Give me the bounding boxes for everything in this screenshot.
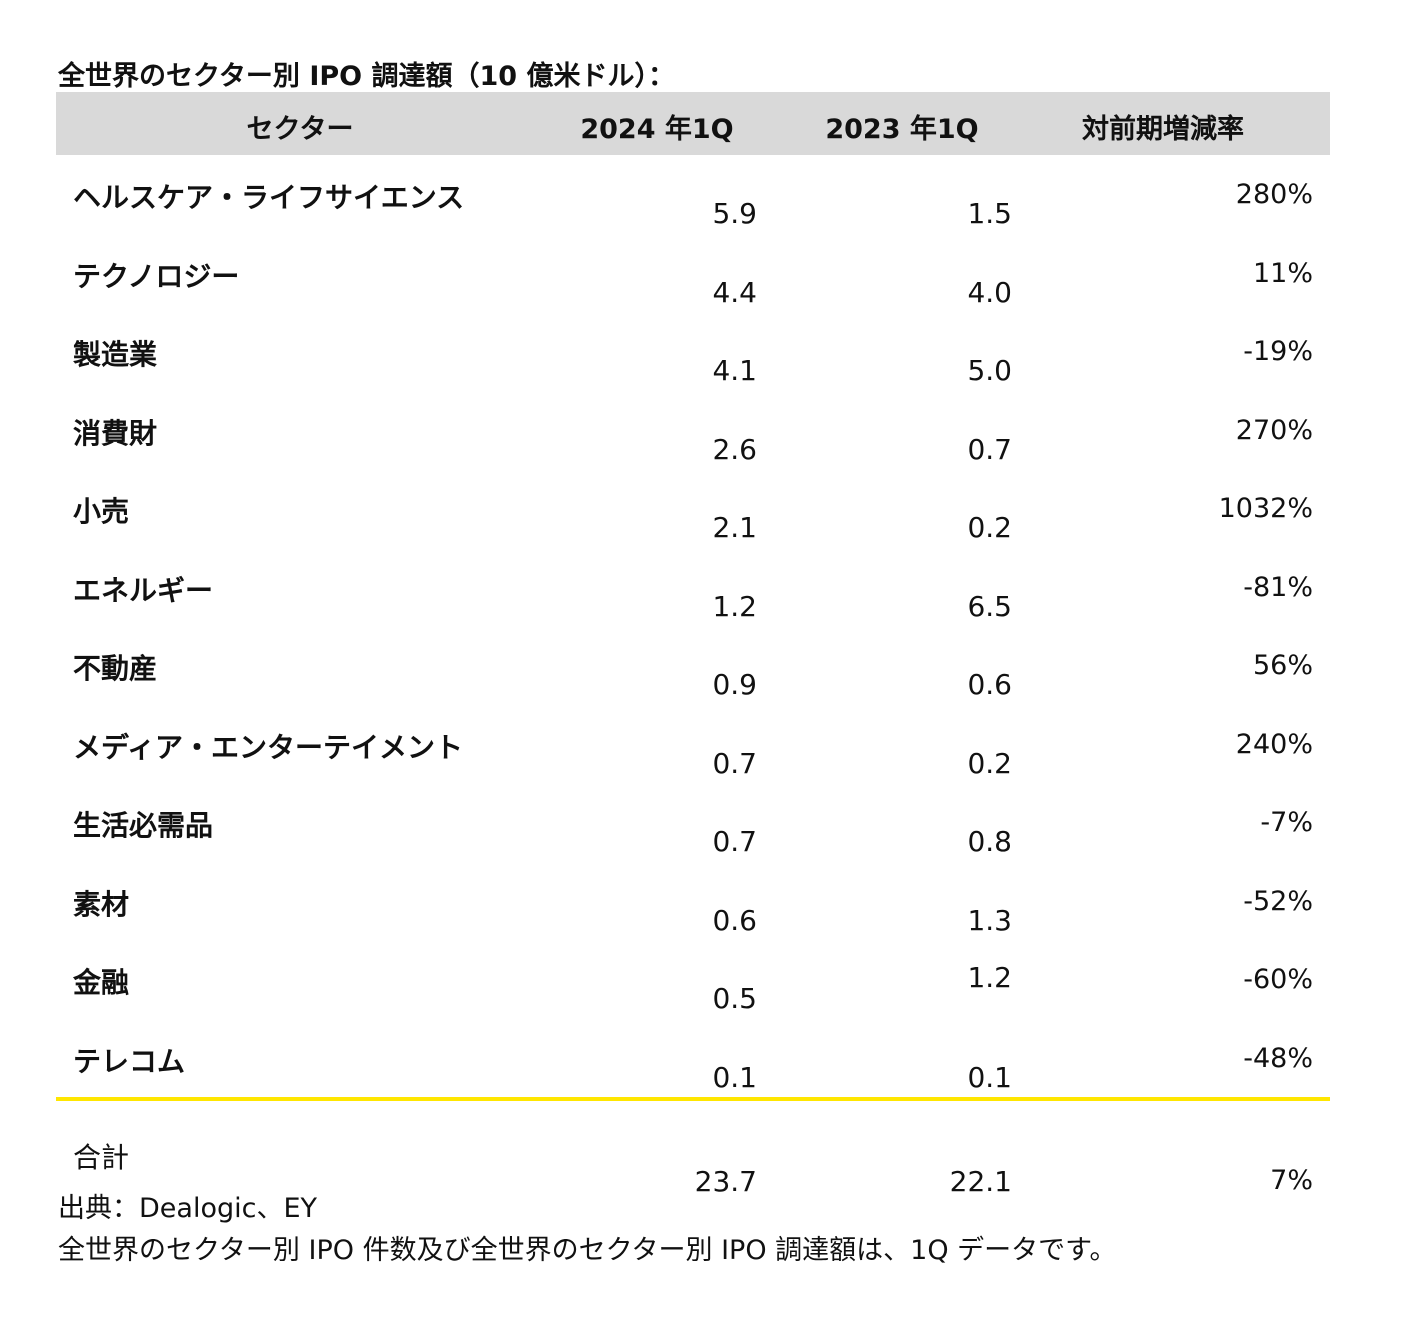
table-row: 製造業 4.1 5.0 -19% [56, 317, 1330, 395]
value-2023: 0.2 [967, 746, 1012, 780]
value-2024: 0.7 [712, 746, 757, 780]
change-rate: 56% [1252, 650, 1313, 681]
value-2024: 0.7 [712, 825, 757, 858]
change-rate: -81% [1243, 571, 1313, 603]
table-row: ヘルスケア・ライフサイエンス 5.9 1.5 280% [56, 160, 1330, 238]
value-2024: 5.9 [712, 197, 757, 230]
sector-label: 消費財 [73, 416, 158, 450]
table-row: 金融 0.5 1.2 -60% [56, 945, 1330, 1023]
change-rate: -19% [1243, 336, 1313, 367]
sector-label: 製造業 [73, 338, 158, 371]
change-rate: -60% [1243, 964, 1313, 995]
sector-label: 小売 [73, 495, 130, 528]
header-2023: 2023 年1Q [825, 114, 979, 145]
total-change: 7% [1270, 1165, 1313, 1196]
change-rate: 1032% [1218, 493, 1313, 524]
sector-label: ヘルスケア・ライフサイエンス [73, 181, 465, 214]
total-row: 合計 23.7 22.1 7% [56, 1120, 1330, 1198]
sector-label: メディア・エンターテイメント [73, 730, 464, 764]
sector-label: エネルギー [73, 573, 214, 607]
table-row: テレコム 0.1 0.1 -48% [56, 1024, 1330, 1102]
value-2024: 4.1 [712, 354, 757, 387]
value-2023: 6.5 [967, 589, 1012, 623]
total-2024: 23.7 [694, 1165, 757, 1198]
value-2024: 2.1 [712, 511, 757, 544]
value-2023: 0.1 [967, 1060, 1012, 1094]
value-2024: 0.1 [712, 1060, 757, 1094]
table-row: 小売 2.1 0.2 1032% [56, 474, 1330, 552]
table-row: 素材 0.6 1.3 -52% [56, 867, 1330, 945]
header-sector: セクター [246, 114, 354, 145]
table-row: 生活必需品 0.7 0.8 -7% [56, 788, 1330, 866]
change-rate: 11% [1252, 257, 1313, 289]
sector-label: 不動産 [73, 652, 158, 685]
change-rate: 240% [1235, 728, 1313, 760]
footnote: 全世界のセクター別 IPO 件数及び全世界のセクター別 IPO 調達額は、1Q … [58, 1235, 1117, 1266]
table-title: 全世界のセクター別 IPO 調達額（10 億米ドル）： [58, 61, 675, 92]
sector-label: 生活必需品 [73, 809, 214, 842]
source-note: 出典：Dealogic、EY [58, 1193, 318, 1224]
value-2024: 0.6 [712, 903, 757, 937]
sector-label: テクノロジー [73, 259, 240, 293]
table-row: テクノロジー 4.4 4.0 11% [56, 239, 1330, 317]
sector-label: テレコム [73, 1044, 186, 1078]
change-rate: 270% [1235, 414, 1313, 446]
value-2024: 1.2 [712, 589, 757, 623]
table-row: エネルギー 1.2 6.5 -81% [56, 553, 1330, 631]
change-rate: -52% [1243, 885, 1313, 917]
change-rate: 280% [1235, 179, 1313, 210]
value-2023: 4.0 [967, 275, 1012, 309]
change-rate: -48% [1243, 1042, 1313, 1074]
value-2024: 4.4 [712, 275, 757, 309]
sector-label: 素材 [73, 887, 130, 921]
value-2024: 2.6 [712, 432, 757, 466]
value-2024: 0.5 [712, 982, 757, 1015]
table-row: 不動産 0.9 0.6 56% [56, 631, 1330, 709]
table-header: セクター 2024 年1Q 2023 年1Q 対前期増減率 [56, 92, 1330, 155]
value-2023: 1.3 [967, 903, 1012, 937]
value-2023: 5.0 [967, 354, 1012, 387]
value-2023: 0.2 [967, 511, 1012, 544]
sector-label: 金融 [73, 966, 130, 999]
total-label: 合計 [73, 1141, 130, 1174]
value-2024: 0.9 [712, 668, 757, 701]
table-row: メディア・エンターテイメント 0.7 0.2 240% [56, 710, 1330, 788]
value-2023: 1.5 [967, 197, 1012, 230]
header-change: 対前期増減率 [1082, 114, 1244, 145]
total-divider [56, 1097, 1330, 1101]
value-2023: 1.2 [967, 961, 1012, 994]
value-2023: 0.6 [967, 668, 1012, 701]
change-rate: -7% [1260, 807, 1313, 838]
value-2023: 0.7 [967, 432, 1012, 466]
header-2024: 2024 年1Q [580, 114, 734, 145]
table-row: 消費財 2.6 0.7 270% [56, 396, 1330, 474]
value-2023: 0.8 [967, 825, 1012, 858]
total-2023: 22.1 [949, 1165, 1012, 1198]
